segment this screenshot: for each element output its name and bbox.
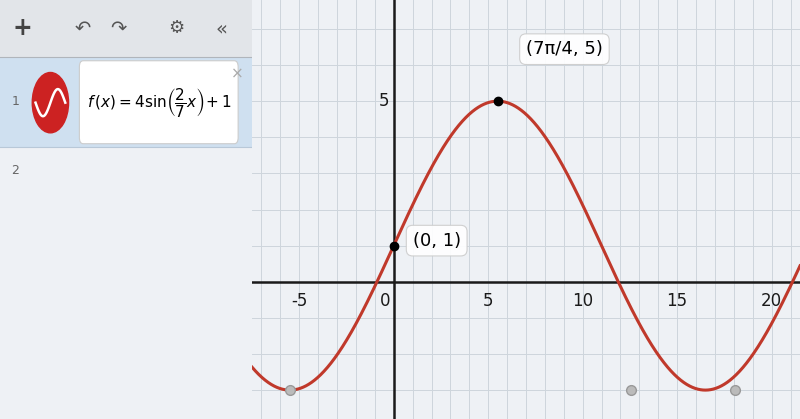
FancyBboxPatch shape [79, 61, 238, 144]
Text: ↶: ↶ [75, 19, 91, 38]
Text: ↷: ↷ [110, 19, 126, 38]
Text: ⚙: ⚙ [168, 20, 185, 37]
Text: 1: 1 [11, 95, 19, 108]
Text: 5: 5 [483, 292, 494, 310]
Bar [0, 57, 252, 147]
Text: +: + [13, 16, 33, 41]
Text: -5: -5 [291, 292, 307, 310]
Text: $f\,(x)=4\sin\!\left(\dfrac{2}{7}x\right)\!+1$: $f\,(x)=4\sin\!\left(\dfrac{2}{7}x\right… [86, 86, 231, 119]
Text: (0, 1): (0, 1) [413, 232, 461, 250]
Text: 15: 15 [666, 292, 688, 310]
Text: «: « [216, 19, 228, 38]
Text: ×: × [230, 67, 243, 82]
Text: 20: 20 [761, 292, 782, 310]
Bar [0, 0, 252, 57]
Text: 0: 0 [379, 292, 390, 310]
Text: 2: 2 [11, 164, 19, 177]
Text: 10: 10 [572, 292, 594, 310]
Text: (7π/4, 5): (7π/4, 5) [526, 40, 603, 58]
Circle shape [32, 72, 69, 133]
Text: 5: 5 [378, 92, 389, 110]
